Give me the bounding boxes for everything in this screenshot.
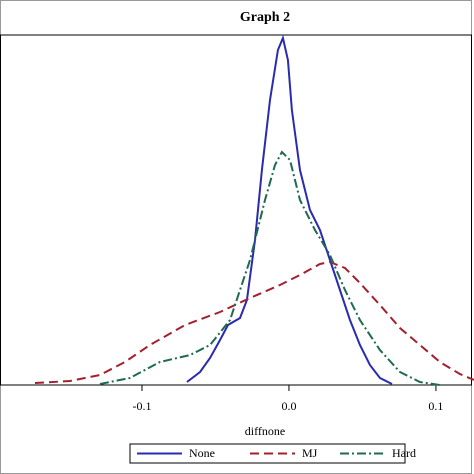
x-tick-label: 0.0 bbox=[281, 399, 296, 413]
x-tick-label: -0.1 bbox=[132, 399, 151, 413]
chart-title: Graph 2 bbox=[240, 10, 290, 25]
legend-label: Hard bbox=[392, 446, 416, 460]
legend-label: None bbox=[189, 446, 215, 460]
series-line bbox=[34, 260, 474, 384]
series-line bbox=[99, 150, 441, 386]
legend-label: MJ bbox=[302, 446, 318, 460]
x-tick-label: 0.1 bbox=[428, 399, 443, 413]
x-axis-label: diffnone bbox=[245, 424, 285, 438]
plot-frame bbox=[0, 34, 472, 386]
series-line bbox=[186, 34, 393, 385]
